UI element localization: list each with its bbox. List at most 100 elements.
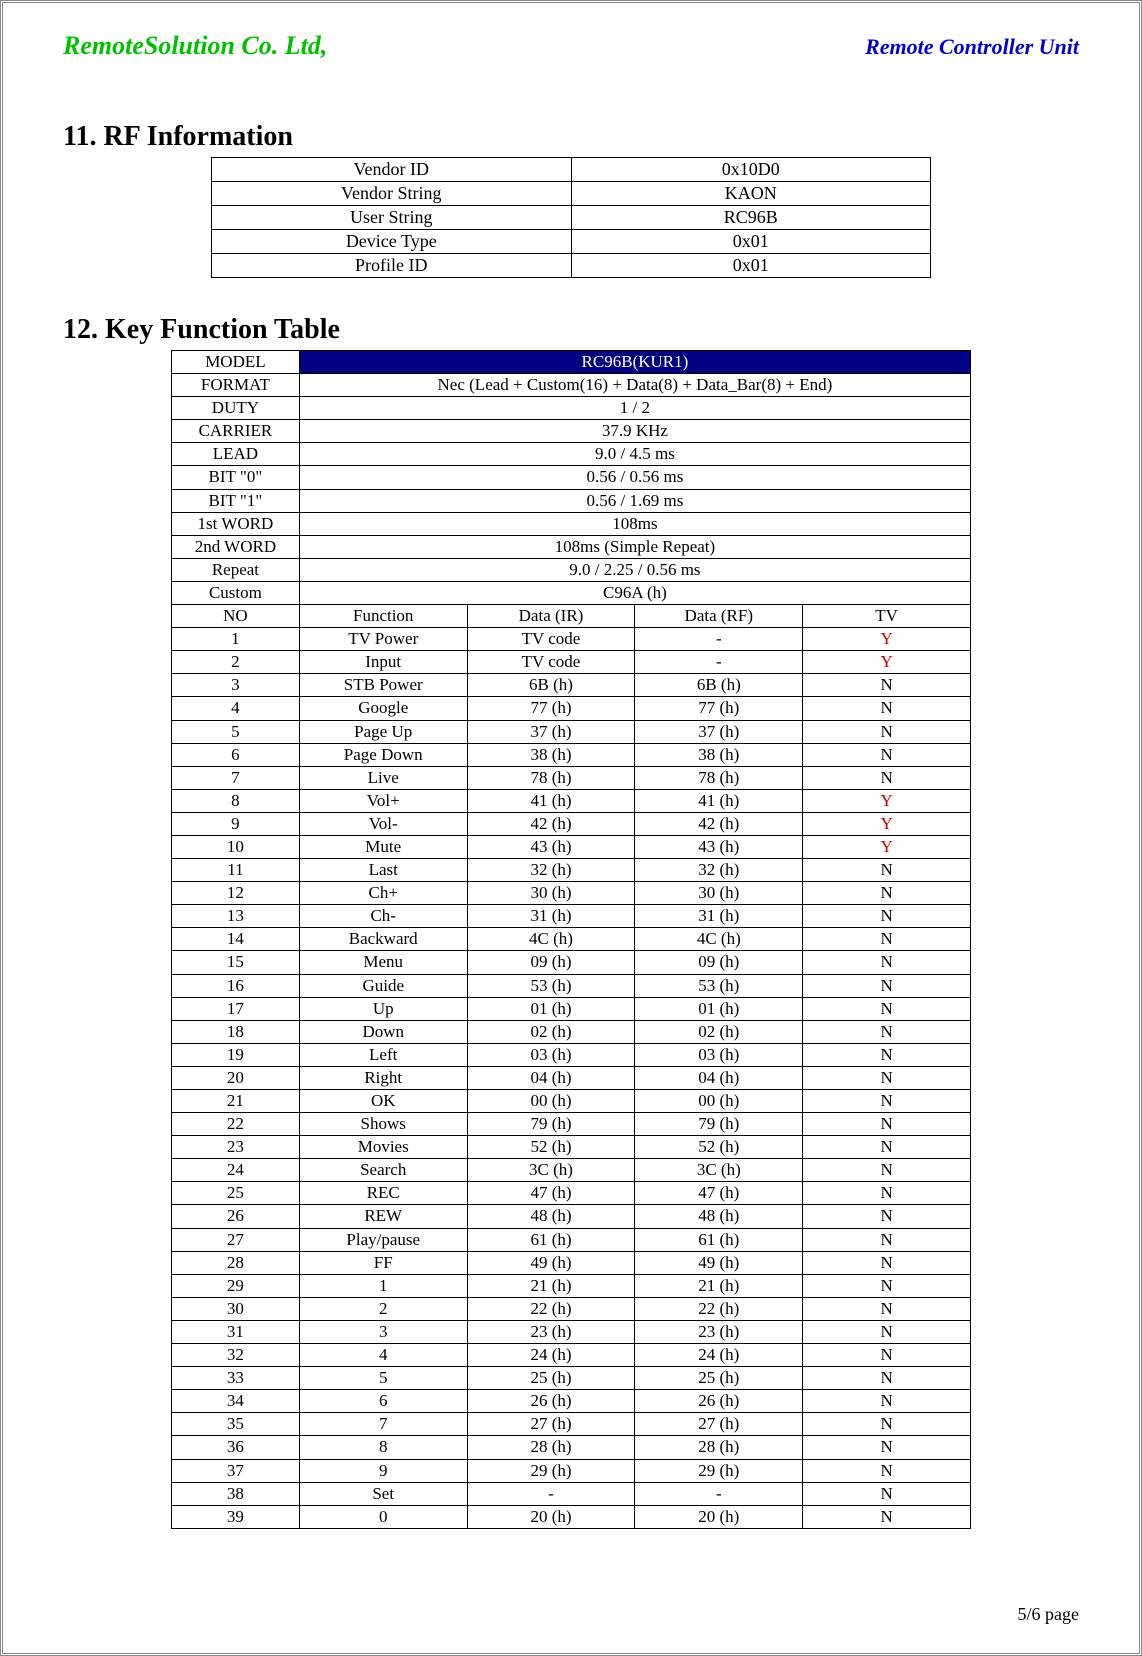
kf-no: 24	[172, 1159, 300, 1182]
kf-data-row: 37929 (h)29 (h)N	[172, 1459, 971, 1482]
kf-no: 39	[172, 1505, 300, 1528]
kf-data-row: 6Page Down38 (h)38 (h)N	[172, 743, 971, 766]
kf-function: 4	[299, 1344, 467, 1367]
kf-data-ir: 03 (h)	[467, 1043, 635, 1066]
kf-data-row: 4Google77 (h)77 (h)N	[172, 697, 971, 720]
rf-value: 0x01	[571, 254, 931, 278]
kf-column-label: Data (RF)	[635, 605, 803, 628]
kf-meta-value: 0.56 / 0.56 ms	[299, 466, 970, 489]
kf-meta-row: Repeat9.0 / 2.25 / 0.56 ms	[172, 558, 971, 581]
kf-tv: N	[803, 997, 971, 1020]
kf-data-row: 16Guide53 (h)53 (h)N	[172, 974, 971, 997]
kf-data-ir: 01 (h)	[467, 997, 635, 1020]
kf-function: Search	[299, 1159, 467, 1182]
kf-meta-row: DUTY1 / 2	[172, 397, 971, 420]
kf-meta-label: Repeat	[172, 558, 300, 581]
kf-meta-label: BIT "0"	[172, 466, 300, 489]
kf-data-rf: 26 (h)	[635, 1390, 803, 1413]
kf-tv: N	[803, 974, 971, 997]
kf-meta-row: CustomC96A (h)	[172, 581, 971, 604]
kf-data-ir: 21 (h)	[467, 1274, 635, 1297]
kf-function: Vol+	[299, 789, 467, 812]
kf-no: 29	[172, 1274, 300, 1297]
kf-no: 19	[172, 1043, 300, 1066]
kf-tv: Y	[803, 628, 971, 651]
kf-function: 7	[299, 1413, 467, 1436]
kf-no: 11	[172, 859, 300, 882]
kf-tv: N	[803, 1113, 971, 1136]
kf-data-row: 33525 (h)25 (h)N	[172, 1367, 971, 1390]
kf-no: 37	[172, 1459, 300, 1482]
kf-tv: N	[803, 1043, 971, 1066]
kf-data-row: 25REC47 (h)47 (h)N	[172, 1182, 971, 1205]
kf-data-rf: 53 (h)	[635, 974, 803, 997]
kf-data-row: 34626 (h)26 (h)N	[172, 1390, 971, 1413]
kf-column-label: NO	[172, 605, 300, 628]
kf-function: Play/pause	[299, 1228, 467, 1251]
kf-data-row: 28FF49 (h)49 (h)N	[172, 1251, 971, 1274]
kf-data-rf: 77 (h)	[635, 697, 803, 720]
kf-data-ir: 49 (h)	[467, 1251, 635, 1274]
kf-function: Up	[299, 997, 467, 1020]
kf-data-row: 23Movies52 (h)52 (h)N	[172, 1136, 971, 1159]
kf-data-row: 36828 (h)28 (h)N	[172, 1436, 971, 1459]
kf-meta-row: 2nd WORD108ms (Simple Repeat)	[172, 535, 971, 558]
rf-label: Profile ID	[212, 254, 572, 278]
kf-meta-label: LEAD	[172, 443, 300, 466]
rf-row: Device Type0x01	[212, 230, 931, 254]
kf-function: 2	[299, 1297, 467, 1320]
kf-data-ir: 61 (h)	[467, 1228, 635, 1251]
kf-no: 32	[172, 1344, 300, 1367]
kf-meta-row: FORMATNec (Lead + Custom(16) + Data(8) +…	[172, 374, 971, 397]
kf-meta-value: 9.0 / 4.5 ms	[299, 443, 970, 466]
kf-no: 26	[172, 1205, 300, 1228]
kf-data-row: 1TV PowerTV code-Y	[172, 628, 971, 651]
kf-function: Set	[299, 1482, 467, 1505]
kf-tv: N	[803, 743, 971, 766]
kf-tv: N	[803, 1205, 971, 1228]
page-header: RemoteSolution Co. Ltd, Remote Controlle…	[63, 31, 1079, 61]
kf-function: REC	[299, 1182, 467, 1205]
kf-data-ir: 27 (h)	[467, 1413, 635, 1436]
kf-tv: N	[803, 1066, 971, 1089]
kf-no: 16	[172, 974, 300, 997]
kf-function: Page Up	[299, 720, 467, 743]
kf-no: 3	[172, 674, 300, 697]
rf-row: User StringRC96B	[212, 206, 931, 230]
kf-function: 9	[299, 1459, 467, 1482]
kf-tv: N	[803, 859, 971, 882]
kf-data-row: 13Ch-31 (h)31 (h)N	[172, 905, 971, 928]
kf-data-row: 15Menu09 (h)09 (h)N	[172, 951, 971, 974]
rf-value: 0x10D0	[571, 158, 931, 182]
rf-section-title: 11. RF Information	[63, 121, 1079, 153]
kf-function: Shows	[299, 1113, 467, 1136]
kf-data-ir: 04 (h)	[467, 1066, 635, 1089]
rf-row: Vendor ID0x10D0	[212, 158, 931, 182]
kf-function: Movies	[299, 1136, 467, 1159]
kf-column-label: Data (IR)	[467, 605, 635, 628]
kf-column-label: TV	[803, 605, 971, 628]
kf-data-ir: 42 (h)	[467, 812, 635, 835]
kf-tv: N	[803, 1367, 971, 1390]
kf-data-ir: 29 (h)	[467, 1459, 635, 1482]
kf-function: Ch+	[299, 882, 467, 905]
kf-no: 7	[172, 766, 300, 789]
kf-data-rf: 01 (h)	[635, 997, 803, 1020]
kf-data-rf: 52 (h)	[635, 1136, 803, 1159]
kf-function: TV Power	[299, 628, 467, 651]
kf-data-row: 26REW48 (h)48 (h)N	[172, 1205, 971, 1228]
kf-data-ir: 31 (h)	[467, 905, 635, 928]
kf-data-row: 8Vol+41 (h)41 (h)Y	[172, 789, 971, 812]
rf-label: User String	[212, 206, 572, 230]
kf-function: Input	[299, 651, 467, 674]
kf-no: 31	[172, 1320, 300, 1343]
kf-meta-value: C96A (h)	[299, 581, 970, 604]
kf-data-row: 9Vol-42 (h)42 (h)Y	[172, 812, 971, 835]
kf-data-ir: 48 (h)	[467, 1205, 635, 1228]
kf-data-rf: 02 (h)	[635, 1020, 803, 1043]
kf-tv: N	[803, 1459, 971, 1482]
kf-data-rf: 30 (h)	[635, 882, 803, 905]
rf-value: KAON	[571, 182, 931, 206]
kf-no: 35	[172, 1413, 300, 1436]
kf-no: 20	[172, 1066, 300, 1089]
